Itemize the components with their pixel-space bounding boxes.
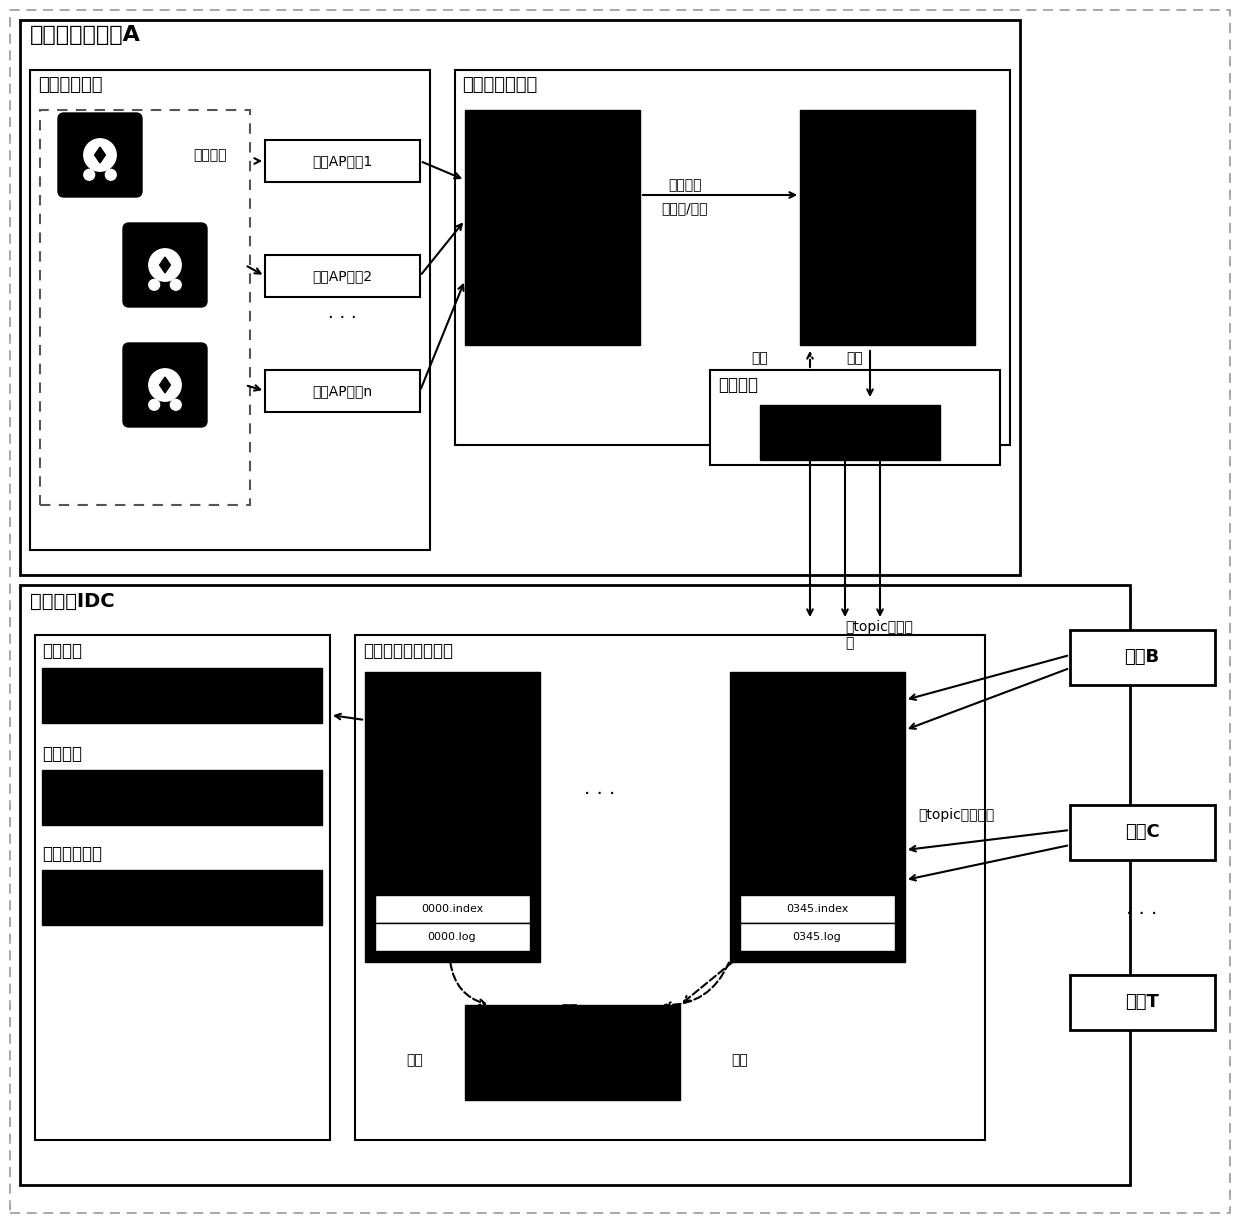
Bar — [40, 110, 250, 505]
Text: 心跳: 心跳 — [732, 1053, 749, 1066]
Bar — [711, 371, 999, 465]
Text: · · ·: · · · — [584, 785, 615, 805]
Text: 自动化仓储库房A: 自动化仓储库房A — [30, 24, 141, 45]
Text: 0345.log: 0345.log — [792, 932, 842, 942]
Text: · · ·: · · · — [327, 309, 356, 327]
Bar — [265, 139, 420, 182]
Bar — [42, 870, 322, 925]
FancyBboxPatch shape — [123, 223, 207, 307]
Text: 0000.index: 0000.index — [420, 904, 484, 914]
Bar — [1070, 805, 1215, 860]
Bar — [30, 70, 430, 550]
Bar — [740, 923, 895, 951]
Text: 心跳: 心跳 — [407, 1053, 423, 1066]
Bar — [374, 923, 529, 951]
Circle shape — [149, 279, 160, 290]
Bar — [42, 668, 322, 723]
Bar — [265, 256, 420, 297]
Text: 数据上报: 数据上报 — [193, 148, 227, 161]
Text: 应用服务: 应用服务 — [42, 642, 82, 660]
Bar — [35, 635, 330, 1140]
Bar — [42, 770, 322, 826]
Bar — [455, 70, 1011, 445]
Text: 返回: 返回 — [751, 351, 769, 364]
Text: 按topic分区发送: 按topic分区发送 — [918, 808, 994, 822]
Bar — [800, 110, 975, 345]
Text: 无线AP终端2: 无线AP终端2 — [312, 269, 372, 283]
Bar — [20, 585, 1130, 1185]
Circle shape — [84, 138, 117, 171]
Polygon shape — [160, 257, 170, 273]
Circle shape — [84, 170, 94, 180]
Text: 流式消费程序: 流式消费程序 — [42, 845, 102, 863]
FancyBboxPatch shape — [58, 113, 143, 197]
Polygon shape — [160, 377, 170, 393]
Circle shape — [149, 369, 181, 401]
Text: 按topic分区发
送: 按topic分区发 送 — [844, 620, 913, 651]
Bar — [265, 371, 420, 412]
Polygon shape — [94, 147, 105, 163]
Text: 调用: 调用 — [847, 351, 863, 364]
FancyBboxPatch shape — [123, 342, 207, 427]
Text: 拉取消费: 拉取消费 — [392, 693, 425, 707]
Text: 0000.log: 0000.log — [428, 932, 476, 942]
Circle shape — [149, 400, 160, 410]
Text: · · ·: · · · — [1126, 905, 1158, 925]
Circle shape — [149, 248, 181, 281]
Text: 存储介质: 存储介质 — [42, 745, 82, 763]
Bar — [1070, 975, 1215, 1030]
Text: 指令: 指令 — [562, 1003, 578, 1018]
Text: 异步调用: 异步调用 — [668, 179, 702, 192]
Circle shape — [105, 170, 117, 180]
Bar — [740, 895, 895, 923]
Bar — [760, 405, 940, 460]
Text: 网关模块: 网关模块 — [718, 375, 758, 394]
Text: 无线AP终端n: 无线AP终端n — [312, 384, 372, 397]
Bar — [465, 1005, 680, 1099]
Bar — [465, 110, 640, 345]
Text: 数据上报系统: 数据上报系统 — [38, 76, 103, 94]
Bar — [730, 671, 905, 963]
Circle shape — [170, 400, 181, 410]
Bar — [20, 20, 1021, 575]
Text: 库房T: 库房T — [1125, 993, 1159, 1011]
Bar — [374, 895, 529, 923]
Text: 库房B: 库房B — [1125, 648, 1159, 667]
Bar — [355, 635, 985, 1140]
Text: 无线AP终端1: 无线AP终端1 — [312, 154, 372, 168]
Circle shape — [170, 279, 181, 290]
Text: 数据中心IDC: 数据中心IDC — [30, 592, 114, 612]
Text: 0345.index: 0345.index — [786, 904, 848, 914]
Bar — [365, 671, 539, 963]
Text: 分布式采集系统: 分布式采集系统 — [463, 76, 537, 94]
Text: 库房C: 库房C — [1125, 823, 1159, 841]
Text: 分布式消息队列集群: 分布式消息队列集群 — [363, 642, 453, 660]
Text: 触发式/定时: 触发式/定时 — [662, 201, 708, 215]
Bar — [1070, 630, 1215, 685]
